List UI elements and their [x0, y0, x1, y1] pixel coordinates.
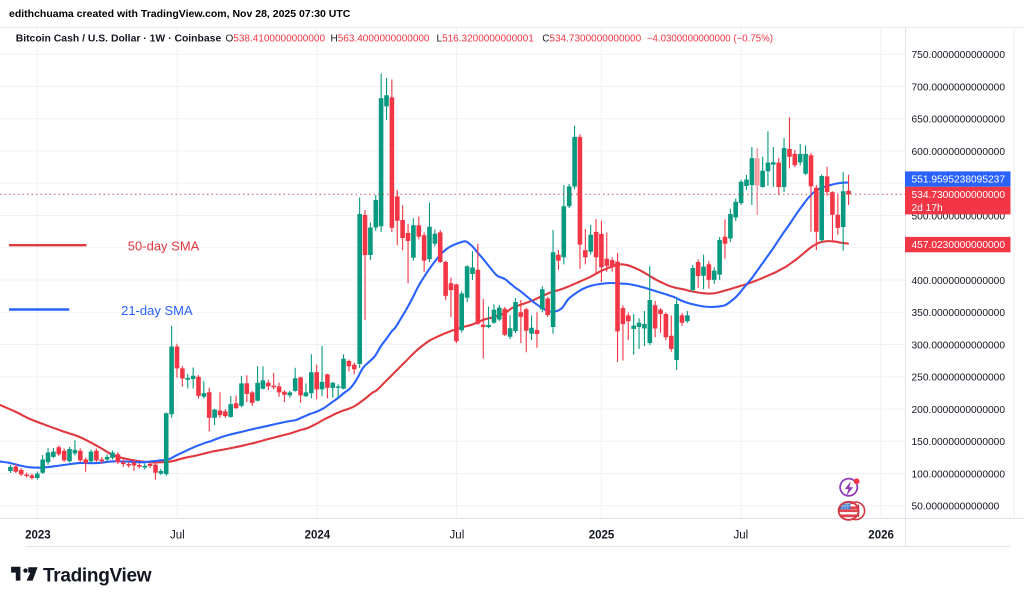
- svg-text:350.0000000000000: 350.0000000000000: [912, 308, 1006, 319]
- svg-text:750.0000000000000: 750.0000000000000: [912, 50, 1006, 61]
- svg-text:2025: 2025: [589, 530, 615, 542]
- svg-text:O538.4100000000000: O538.4100000000000: [226, 34, 326, 45]
- svg-text:Jul: Jul: [450, 530, 465, 542]
- svg-text:300.0000000000000: 300.0000000000000: [912, 340, 1006, 351]
- svg-text:2026: 2026: [868, 530, 894, 542]
- svg-text:700.0000000000000: 700.0000000000000: [912, 82, 1006, 93]
- svg-text:551.9595238095237: 551.9595238095237: [912, 175, 1006, 186]
- svg-text:TradingView: TradingView: [43, 566, 152, 587]
- svg-text:500.0000000000000: 500.0000000000000: [912, 211, 1006, 222]
- svg-text:Jul: Jul: [733, 530, 748, 542]
- svg-text:534.7300000000000: 534.7300000000000: [912, 190, 1006, 201]
- svg-text:Jul: Jul: [170, 530, 185, 542]
- svg-text:150.0000000000000: 150.0000000000000: [912, 437, 1006, 448]
- svg-text:400.0000000000000: 400.0000000000000: [912, 276, 1006, 287]
- svg-text:2024: 2024: [305, 530, 331, 542]
- svg-text:2023: 2023: [25, 530, 51, 542]
- svg-text:50.0000000000000: 50.0000000000000: [912, 502, 1000, 513]
- svg-text:100.0000000000000: 100.0000000000000: [912, 469, 1006, 480]
- svg-text:50-day SMA: 50-day SMA: [128, 239, 200, 254]
- svg-text:650.0000000000000: 650.0000000000000: [912, 115, 1006, 126]
- svg-text:200.0000000000000: 200.0000000000000: [912, 405, 1006, 416]
- svg-text:C534.7300000000000: C534.7300000000000: [542, 34, 641, 45]
- svg-text:600.0000000000000: 600.0000000000000: [912, 147, 1006, 158]
- svg-text:edithchuama created with Tradi: edithchuama created with TradingView.com…: [9, 8, 351, 20]
- svg-text:2d 17h: 2d 17h: [912, 203, 943, 214]
- svg-text:Bitcoin Cash / U.S. Dollar · 1: Bitcoin Cash / U.S. Dollar · 1W · Coinba…: [16, 34, 222, 45]
- svg-text:21-day SMA: 21-day SMA: [121, 303, 193, 318]
- svg-text:H563.4000000000000: H563.4000000000000: [331, 34, 430, 45]
- svg-text:L516.3200000000001: L516.3200000000001: [437, 34, 535, 45]
- svg-text:−4.0300000000000 (−0.75%): −4.0300000000000 (−0.75%): [647, 34, 773, 45]
- svg-text:250.0000000000000: 250.0000000000000: [912, 373, 1006, 384]
- svg-text:457.0230000000000: 457.0230000000000: [912, 240, 1006, 251]
